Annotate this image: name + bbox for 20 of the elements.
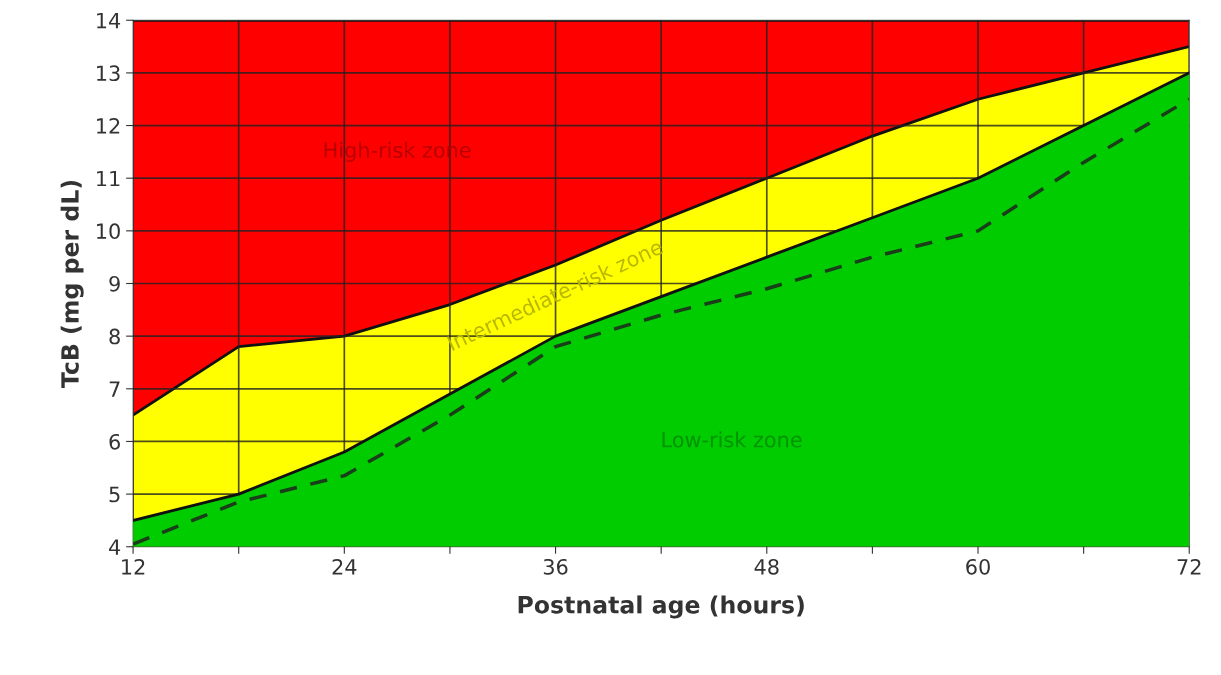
y-tick-label: 13 <box>97 65 120 82</box>
series-label: Low-risk zone <box>662 431 802 448</box>
x-tick-label: 36 <box>543 558 568 575</box>
y-tick-label: 7 <box>109 381 120 397</box>
y-tick-label: 9 <box>109 275 120 292</box>
y-tick-label: 12 <box>97 118 120 134</box>
x-tick-label: 48 <box>754 558 779 575</box>
x-tick-label: 72 <box>1177 558 1201 575</box>
x-tick-label: 60 <box>966 558 990 575</box>
y-tick-label: 10 <box>97 223 120 240</box>
y-tick-label: 4 <box>109 539 121 555</box>
x-axis-title: Postnatal age (hours) <box>518 595 804 619</box>
y-tick-label: 6 <box>109 433 120 450</box>
y-tick-label: 5 <box>109 486 120 503</box>
y-axis-title: TcB (mg per dL) <box>60 180 84 388</box>
y-tick-label: 11 <box>97 170 120 187</box>
x-tick-label: 12 <box>122 558 145 575</box>
y-tick-label: 14 <box>97 12 121 29</box>
y-tick-label: 8 <box>109 328 120 345</box>
x-tick-label: 24 <box>332 558 357 575</box>
